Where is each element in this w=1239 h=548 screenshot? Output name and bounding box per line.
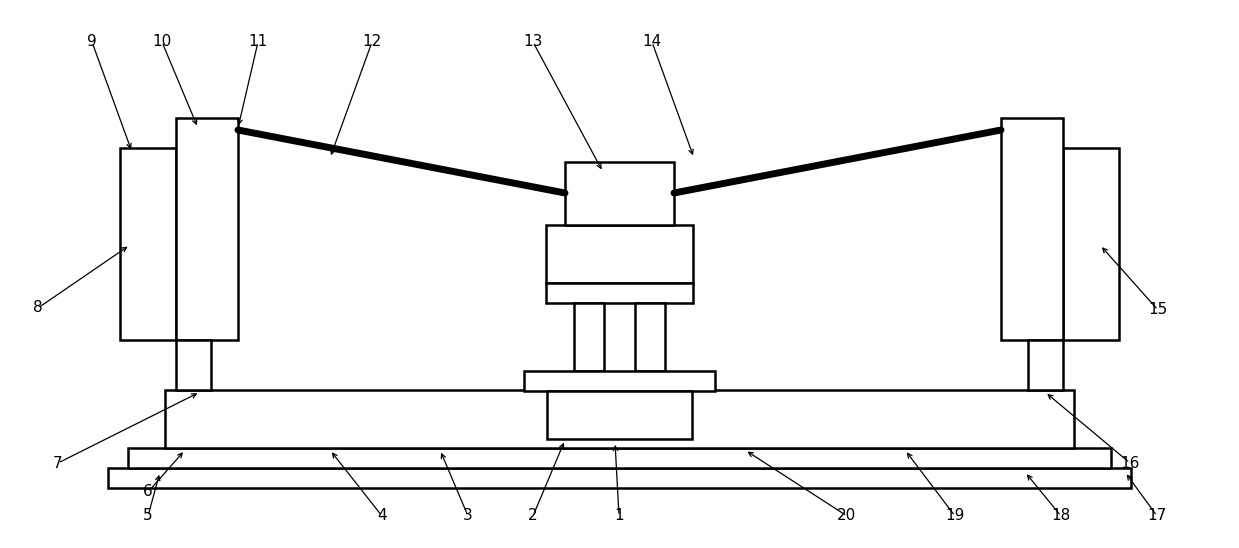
Text: 10: 10 (152, 35, 172, 49)
Bar (1001, 118, 1063, 340)
Text: 4: 4 (377, 509, 387, 523)
Bar (176, 118, 238, 340)
Bar (120, 148, 176, 340)
Bar (108, 468, 1131, 488)
Text: 3: 3 (463, 509, 473, 523)
Text: 16: 16 (1120, 455, 1140, 471)
Text: 14: 14 (642, 35, 662, 49)
Text: 18: 18 (1052, 509, 1070, 523)
Text: 11: 11 (248, 35, 268, 49)
Text: 5: 5 (144, 509, 152, 523)
Bar (636, 303, 665, 371)
Text: 13: 13 (523, 35, 543, 49)
Text: 1: 1 (615, 509, 623, 523)
Bar (546, 225, 693, 283)
Bar (176, 340, 211, 390)
Text: 12: 12 (362, 35, 382, 49)
Text: 8: 8 (33, 300, 43, 316)
Bar (574, 303, 603, 371)
Bar (128, 448, 1111, 468)
Text: 7: 7 (53, 455, 63, 471)
Text: 17: 17 (1147, 509, 1167, 523)
Text: 15: 15 (1149, 302, 1167, 317)
Bar (524, 371, 715, 391)
Bar (1063, 148, 1119, 340)
Text: 2: 2 (528, 509, 538, 523)
Text: 6: 6 (144, 484, 152, 499)
Text: 19: 19 (945, 509, 965, 523)
Bar (546, 283, 693, 303)
Bar (565, 162, 674, 225)
Bar (165, 390, 1074, 448)
Bar (1028, 340, 1063, 390)
Text: 20: 20 (838, 509, 856, 523)
Text: 9: 9 (87, 35, 97, 49)
Bar (546, 391, 693, 439)
